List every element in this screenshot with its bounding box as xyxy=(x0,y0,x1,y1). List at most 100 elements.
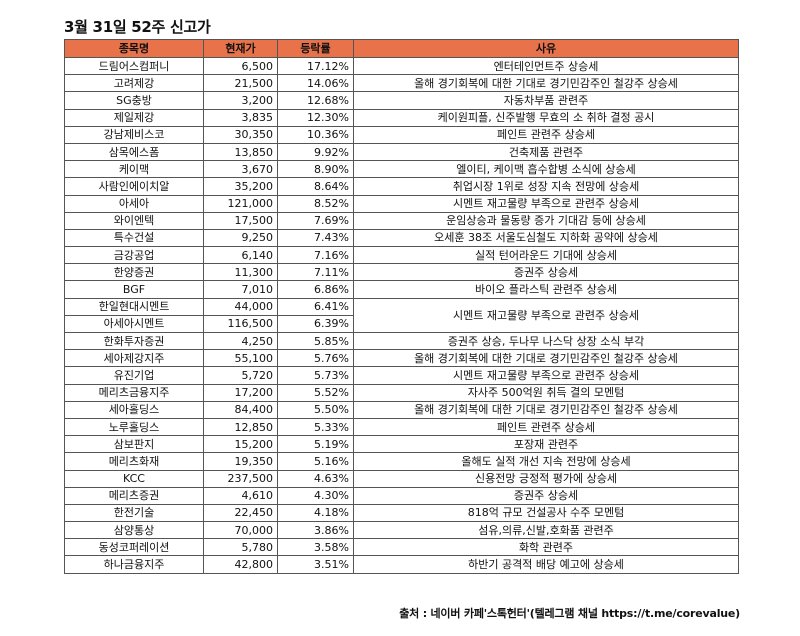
price-cell: 55,100 xyxy=(203,349,278,368)
change-rate-cell: 7.43% xyxy=(277,228,354,248)
stock-name-cell: 사람인에이치알 xyxy=(64,177,204,196)
price-cell: 4,250 xyxy=(203,331,278,351)
reason-cell: 페인트 관련주 상승세 xyxy=(353,125,739,144)
change-rate-cell: 3.86% xyxy=(277,521,354,540)
price-cell: 42,800 xyxy=(203,555,278,574)
reason-cell: 올해도 실적 개선 지속 전망에 상승세 xyxy=(353,452,739,471)
table-row: 강남제비스코 30,350 10.36% 페인트 관련주 상승세 xyxy=(64,125,739,144)
change-rate-cell: 5.52% xyxy=(277,383,354,402)
table-row: SG충방 3,200 12.68% 자동차부품 관련주 xyxy=(64,91,739,110)
change-rate-cell: 7.16% xyxy=(277,246,354,265)
price-cell: 22,450 xyxy=(203,503,278,523)
change-rate-cell: 4.18% xyxy=(277,503,354,523)
reason-cell: 자사주 500억원 취득 결의 모멘텀 xyxy=(353,383,739,402)
reason-cell: 시멘트 재고물량 부족으로 관련주 상승세 xyxy=(353,194,739,213)
price-cell: 6,500 xyxy=(203,56,278,76)
reason-cell: 올해 경기회복에 대한 기대로 경기민감주인 철강주 상승세 xyxy=(353,74,739,93)
table-row: 아세아 121,000 8.52% 시멘트 재고물량 부족으로 관련주 상승세 xyxy=(64,194,739,213)
price-cell: 17,200 xyxy=(203,383,278,402)
change-rate-cell: 14.06% xyxy=(277,74,354,93)
price-cell: 21,500 xyxy=(203,74,278,93)
stock-name-cell: 동성코퍼레이션 xyxy=(64,538,204,557)
stock-name-cell: 삼목에스폼 xyxy=(64,142,204,162)
change-rate-cell: 5.50% xyxy=(277,400,354,419)
change-rate-cell: 5.33% xyxy=(277,417,354,437)
change-rate-cell: 7.11% xyxy=(277,263,354,282)
price-cell: 44,000 xyxy=(203,297,278,316)
table-row: 와이엔텍 17,500 7.69% 운임상승과 물동량 증가 기대감 등에 상승세 xyxy=(64,211,739,230)
table-row: 드림어스컴퍼니 6,500 17.12% 엔터테인먼트주 상승세 xyxy=(64,56,739,76)
page-title: 3월 31일 52주 신고가 xyxy=(64,18,211,36)
stock-name-cell: 금강공업 xyxy=(64,246,204,265)
table-body: 드림어스컴퍼니 6,500 17.12% 엔터테인먼트주 상승세 고려제강 21,500 1… xyxy=(64,56,739,574)
change-rate-cell: 5.76% xyxy=(277,349,354,368)
table-row: 케이맥 3,670 8.90% 엘이티, 케이맥 흡수합병 소식에 상승세 xyxy=(64,160,739,179)
table-row: 메리츠증권 4,610 4.30% 증권주 상승세 xyxy=(64,486,739,505)
reason-cell: 엘이티, 케이맥 흡수합병 소식에 상승세 xyxy=(353,160,739,179)
change-rate-cell: 5.16% xyxy=(277,452,354,471)
change-rate-cell: 5.19% xyxy=(277,435,354,454)
table-row: 세아홀딩스 84,400 5.50% 올해 경기회복에 대한 기대로 경기민감주인 철… xyxy=(64,400,739,419)
table-row: 동성코퍼레이션 5,780 3.58% 화학 관련주 xyxy=(64,538,739,557)
change-rate-cell: 8.64% xyxy=(277,177,354,196)
table-header-row: 종목명 현재가 등락률 사유 xyxy=(64,39,739,58)
table-row: 삼보판지 15,200 5.19% 포장재 관련주 xyxy=(64,435,739,454)
reason-cell: 증권주 상승, 두나무 나스닥 상장 소식 부각 xyxy=(353,331,739,351)
price-cell: 17,500 xyxy=(203,211,278,230)
price-cell: 3,200 xyxy=(203,91,278,110)
change-rate-cell: 7.69% xyxy=(277,211,354,230)
stock-name-cell: 와이엔텍 xyxy=(64,211,204,230)
stock-name-cell: 삼양통상 xyxy=(64,521,204,540)
price-cell: 9,250 xyxy=(203,228,278,248)
stock-name-cell: 한전기술 xyxy=(64,503,204,523)
stock-name-cell: 한화투자증권 xyxy=(64,331,204,351)
change-rate-cell: 5.85% xyxy=(277,331,354,351)
price-cell: 237,500 xyxy=(203,469,278,488)
price-cell: 84,400 xyxy=(203,400,278,419)
change-rate-cell: 10.36% xyxy=(277,125,354,144)
price-cell: 35,200 xyxy=(203,177,278,196)
reason-cell: 실적 턴어라운드 기대에 상승세 xyxy=(353,246,739,265)
reason-cell: 하반기 공격적 배당 예고에 상승세 xyxy=(353,555,739,574)
reason-cell: 자동차부품 관련주 xyxy=(353,91,739,110)
table-row: 특수건설 9,250 7.43% 오세훈 38조 서울도심철도 지하화 공약에 상승세 xyxy=(64,228,739,248)
table-row: 한일현대시멘트 44,000 6.41% 시멘트 재고물량 부족으로 관련주 상승세 xyxy=(64,297,739,334)
reason-cell: 시멘트 재고물량 부족으로 관련주 상승세 xyxy=(353,366,739,385)
price-cell: 15,200 xyxy=(203,435,278,454)
stock-name-cell: 메리츠화재 xyxy=(64,452,204,471)
price-cell: 12,850 xyxy=(203,417,278,437)
price-cell: 4,610 xyxy=(203,486,278,505)
price-cell: 121,000 xyxy=(203,194,278,213)
change-rate-cell: 12.30% xyxy=(277,108,354,127)
reason-cell: 증권주 상승세 xyxy=(353,486,739,505)
reason-cell: 화학 관련주 xyxy=(353,538,739,557)
table-row: 유진기업 5,720 5.73% 시멘트 재고물량 부족으로 관련주 상승세 xyxy=(64,366,739,385)
header-reason: 사유 xyxy=(353,39,739,58)
source-note: 출처 : 네이버 카페'스톡헌터'(텔레그램 채널 https://t.me/c… xyxy=(399,607,740,620)
table-row: 사람인에이치알 35,200 8.64% 취업시장 1위로 성장 지속 전망에 상승세 xyxy=(64,177,739,196)
stock-name-cell: 아세아 xyxy=(64,194,204,213)
stock-name-cell: 메리츠증권 xyxy=(64,486,204,505)
stock-name-cell: 아세아시멘트 xyxy=(64,314,204,334)
reason-cell: 시멘트 재고물량 부족으로 관련주 상승세 xyxy=(353,297,739,334)
change-rate-cell: 5.73% xyxy=(277,366,354,385)
stock-name-cell: 제일제강 xyxy=(64,108,204,127)
price-cell: 19,350 xyxy=(203,452,278,471)
table-row: 삼목에스폼 13,850 9.92% 건축제품 관련주 xyxy=(64,142,739,162)
reason-cell: 엔터테인먼트주 상승세 xyxy=(353,56,739,76)
reason-cell: 올해 경기회복에 대한 기대로 경기민감주인 철강주 상승세 xyxy=(353,349,739,368)
stock-name-cell: 고려제강 xyxy=(64,74,204,93)
table-row: 금강공업 6,140 7.16% 실적 턴어라운드 기대에 상승세 xyxy=(64,246,739,265)
stock-name-cell: BGF xyxy=(64,280,204,299)
reason-cell: 올해 경기회복에 대한 기대로 경기민감주인 철강주 상승세 xyxy=(353,400,739,419)
change-rate-cell: 4.30% xyxy=(277,486,354,505)
table-row: 세아제강지주 55,100 5.76% 올해 경기회복에 대한 기대로 경기민감주인 … xyxy=(64,349,739,368)
reason-cell: 신용전망 긍정적 평가에 상승세 xyxy=(353,469,739,488)
reason-cell: 섬유,의류,신발,호화품 관련주 xyxy=(353,521,739,540)
change-rate-cell: 8.90% xyxy=(277,160,354,179)
stock-name-cell: 드림어스컴퍼니 xyxy=(64,56,204,76)
change-rate-cell: 8.52% xyxy=(277,194,354,213)
price-cell: 6,140 xyxy=(203,246,278,265)
price-cell: 7,010 xyxy=(203,280,278,299)
stock-name-cell: 삼보판지 xyxy=(64,435,204,454)
